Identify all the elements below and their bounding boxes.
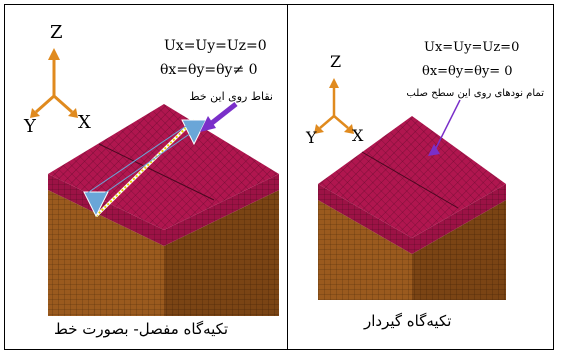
rotation-condition: θx=θy=θy≠ 0 [160,62,258,78]
block-left-side [48,190,164,316]
fixed-support-panel: Z Y X Ux=Uy=Uz=0 θx=θy=θy= 0 تمام نودهای… [288,4,554,350]
slab-seam [98,143,215,201]
axis-y-label: Y [24,116,36,137]
axis-triad [314,78,354,134]
slab-seam [361,151,459,209]
support-line [95,119,195,217]
hinged-support-caption: تکیه‌گاه مفصل- بصورت خط [54,320,229,338]
top-slab-left-edge [48,174,164,246]
block-right-side [412,200,506,300]
pointer-arrow-shaft [206,102,238,128]
pointer-arrow-head [428,144,440,156]
displacement-condition: Ux=Uy=Uz=0 [164,38,267,54]
block-left-side [318,200,412,300]
fixed-support-caption: تکیه‌گاه گیردار [364,312,452,330]
block-right-side [164,190,279,316]
rotation-condition: θx=θy=θy= 0 [422,64,513,79]
top-slab-left-edge [318,184,412,254]
support-triangle-bottom [83,191,109,218]
fixed-support-drawing [314,78,506,300]
axis-triad [30,48,78,118]
hinged-support-drawing [30,48,279,316]
panel-divider [287,4,288,350]
pointer-arrow-shaft [433,99,461,153]
figure-frame [4,4,554,350]
axis-z-label: Z [330,52,342,71]
axis-x-label: X [78,112,91,133]
support-outline [85,121,199,203]
displacement-condition: Ux=Uy=Uz=0 [424,40,520,55]
hinged-support-panel: Z Y X Ux=Uy=Uz=0 θx=θy=θy≠ 0 نقاط روی ای… [4,4,287,350]
axis-z-label: Z [50,22,63,43]
top-slab-face [48,104,279,230]
axis-x-label: X [352,126,364,145]
top-slab-right-edge [164,174,279,246]
axis-y-label: Y [306,128,317,147]
pointer-arrow-head [200,116,216,132]
top-slab-right-edge [412,184,506,254]
top-slab-face [318,116,506,238]
support-line-note: نقاط روی این خط [189,90,273,103]
rigid-surface-note: تمام نودهای روی این سطح صلب [406,88,544,99]
